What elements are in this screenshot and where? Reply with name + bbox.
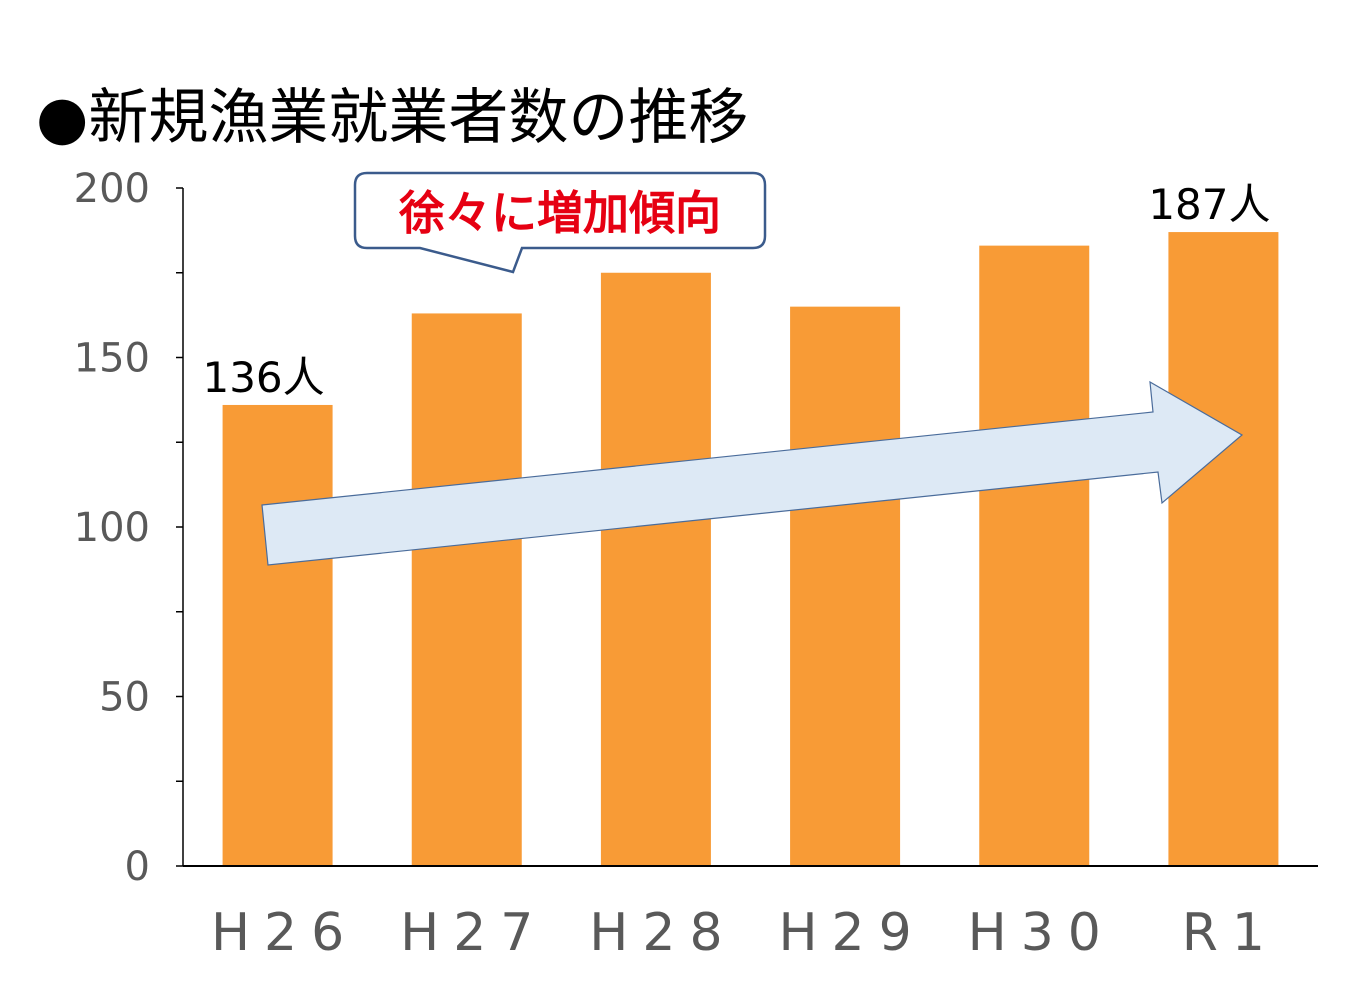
bar-R1 — [1168, 232, 1279, 866]
bar-H30 — [979, 245, 1090, 866]
bar-H27 — [411, 313, 522, 866]
x-tick-label-H28: H28 — [589, 903, 736, 963]
callout-text: 徐々に増加傾向 — [398, 186, 721, 240]
x-tick-label-H27: H27 — [400, 903, 547, 963]
bar-H26 — [222, 404, 333, 866]
x-axis-labels: H26 H27 H28 H29 H30 R1 — [211, 903, 1279, 963]
x-tick-label-R1: R1 — [1182, 903, 1279, 963]
data-label-H26: 136人 — [202, 353, 324, 402]
x-tick-label-H29: H29 — [778, 903, 925, 963]
x-tick-label-H26: H26 — [211, 903, 358, 963]
x-tick-label-H30: H30 — [968, 903, 1115, 963]
bar-H29 — [790, 306, 901, 866]
y-axis-ticks: 0 50 100 150 200 — [74, 166, 183, 890]
chart-title: ●新規漁業就業者数の推移 — [36, 83, 748, 153]
bar-series — [222, 232, 1279, 866]
data-label-R1: 187人 — [1148, 180, 1270, 229]
y-tick-label-50: 50 — [99, 675, 150, 721]
callout-bubble — [353, 171, 767, 274]
y-tick-label-100: 100 — [74, 505, 150, 551]
bar-H28 — [600, 272, 711, 866]
callout: 徐々に増加傾向 — [353, 171, 767, 274]
y-tick-label-150: 150 — [74, 336, 150, 382]
trend-arrow — [261, 380, 1244, 566]
y-tick-label-0: 0 — [125, 844, 150, 890]
y-tick-label-200: 200 — [74, 166, 150, 212]
data-labels: 136人 187人 — [202, 180, 1270, 402]
